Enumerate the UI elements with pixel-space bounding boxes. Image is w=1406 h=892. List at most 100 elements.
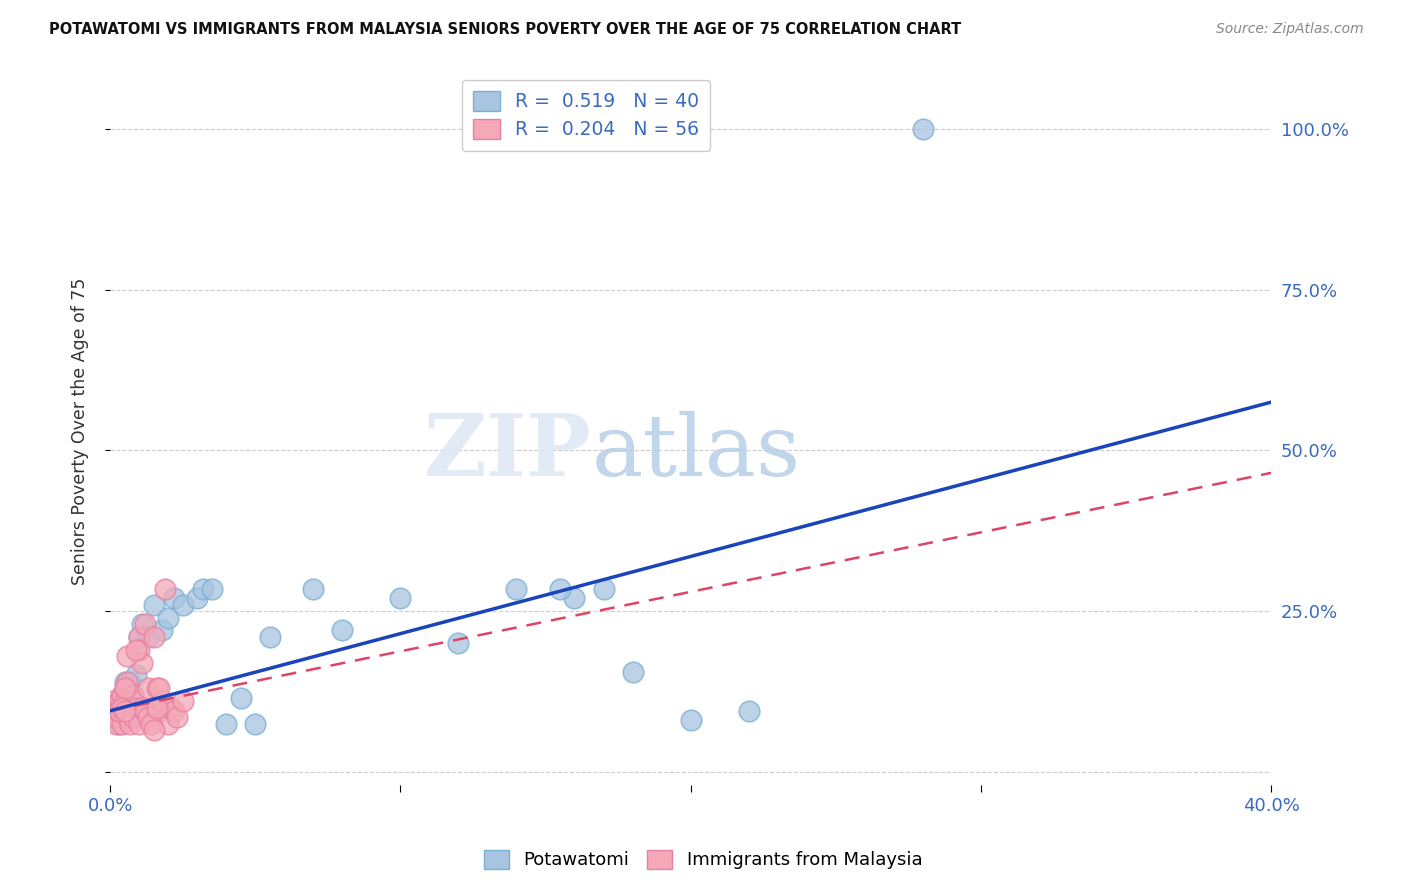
Point bbox=[191, 582, 214, 596]
Point bbox=[120, 700, 142, 714]
Point bbox=[150, 694, 173, 708]
Point bbox=[98, 704, 121, 718]
Point bbox=[679, 714, 702, 728]
Point bbox=[245, 716, 267, 731]
Point bbox=[117, 649, 139, 664]
Point bbox=[111, 716, 134, 731]
Point bbox=[104, 698, 127, 712]
Point bbox=[172, 598, 194, 612]
Point bbox=[104, 716, 127, 731]
Point bbox=[150, 624, 173, 638]
Point bbox=[107, 704, 129, 718]
Point bbox=[157, 716, 180, 731]
Point bbox=[122, 688, 145, 702]
Point bbox=[330, 624, 353, 638]
Point bbox=[136, 681, 159, 696]
Point bbox=[120, 674, 142, 689]
Point bbox=[163, 591, 186, 606]
Point bbox=[122, 710, 145, 724]
Point bbox=[111, 688, 134, 702]
Point bbox=[104, 700, 127, 714]
Point bbox=[98, 700, 121, 714]
Point bbox=[125, 700, 148, 714]
Point bbox=[128, 642, 150, 657]
Point bbox=[186, 591, 208, 606]
Point bbox=[163, 704, 186, 718]
Point bbox=[114, 704, 136, 718]
Text: POTAWATOMI VS IMMIGRANTS FROM MALAYSIA SENIORS POVERTY OVER THE AGE OF 75 CORREL: POTAWATOMI VS IMMIGRANTS FROM MALAYSIA S… bbox=[49, 22, 962, 37]
Point bbox=[117, 681, 139, 696]
Point bbox=[142, 598, 165, 612]
Point bbox=[142, 630, 165, 644]
Point bbox=[107, 694, 129, 708]
Point bbox=[107, 694, 129, 708]
Point bbox=[145, 700, 167, 714]
Text: Source: ZipAtlas.com: Source: ZipAtlas.com bbox=[1216, 22, 1364, 37]
Point bbox=[125, 710, 148, 724]
Point bbox=[148, 704, 170, 718]
Point bbox=[111, 700, 134, 714]
Point bbox=[114, 704, 136, 718]
Point bbox=[139, 716, 162, 731]
Point bbox=[447, 636, 470, 650]
Point bbox=[148, 681, 170, 696]
Point bbox=[136, 710, 159, 724]
Text: atlas: atlas bbox=[592, 410, 801, 494]
Point bbox=[215, 716, 238, 731]
Point bbox=[201, 582, 224, 596]
Point bbox=[134, 617, 156, 632]
Point bbox=[107, 704, 129, 718]
Point bbox=[101, 704, 124, 718]
Point bbox=[101, 704, 124, 718]
Point bbox=[117, 710, 139, 724]
Point bbox=[128, 630, 150, 644]
Point bbox=[114, 694, 136, 708]
Point bbox=[128, 630, 150, 644]
Point bbox=[101, 710, 124, 724]
Point bbox=[505, 582, 527, 596]
Point bbox=[142, 723, 165, 737]
Point bbox=[117, 674, 139, 689]
Point bbox=[107, 700, 129, 714]
Point bbox=[621, 665, 644, 680]
Point bbox=[104, 710, 127, 724]
Point bbox=[229, 690, 252, 705]
Point bbox=[134, 704, 156, 718]
Point bbox=[157, 610, 180, 624]
Point bbox=[131, 700, 153, 714]
Point bbox=[136, 630, 159, 644]
Legend: R =  0.519   N = 40, R =  0.204   N = 56: R = 0.519 N = 40, R = 0.204 N = 56 bbox=[463, 79, 710, 151]
Point bbox=[259, 630, 281, 644]
Point bbox=[107, 716, 129, 731]
Point bbox=[101, 694, 124, 708]
Point bbox=[911, 121, 934, 136]
Point bbox=[139, 704, 162, 718]
Y-axis label: Seniors Poverty Over the Age of 75: Seniors Poverty Over the Age of 75 bbox=[72, 277, 89, 585]
Legend: Potawatomi, Immigrants from Malaysia: Potawatomi, Immigrants from Malaysia bbox=[474, 841, 932, 879]
Point bbox=[166, 710, 188, 724]
Text: ZIP: ZIP bbox=[425, 410, 592, 494]
Point bbox=[155, 582, 177, 596]
Point bbox=[111, 704, 134, 718]
Point bbox=[125, 642, 148, 657]
Point bbox=[160, 700, 183, 714]
Point bbox=[592, 582, 614, 596]
Point bbox=[111, 688, 134, 702]
Point bbox=[172, 694, 194, 708]
Point bbox=[145, 681, 167, 696]
Point bbox=[389, 591, 412, 606]
Point bbox=[104, 710, 127, 724]
Point bbox=[564, 591, 586, 606]
Point bbox=[120, 716, 142, 731]
Point bbox=[120, 704, 142, 718]
Point bbox=[114, 674, 136, 689]
Point bbox=[114, 681, 136, 696]
Point bbox=[125, 668, 148, 682]
Point bbox=[131, 656, 153, 670]
Point bbox=[737, 704, 759, 718]
Point bbox=[122, 688, 145, 702]
Point bbox=[117, 700, 139, 714]
Point bbox=[548, 582, 571, 596]
Point bbox=[122, 694, 145, 708]
Point bbox=[302, 582, 325, 596]
